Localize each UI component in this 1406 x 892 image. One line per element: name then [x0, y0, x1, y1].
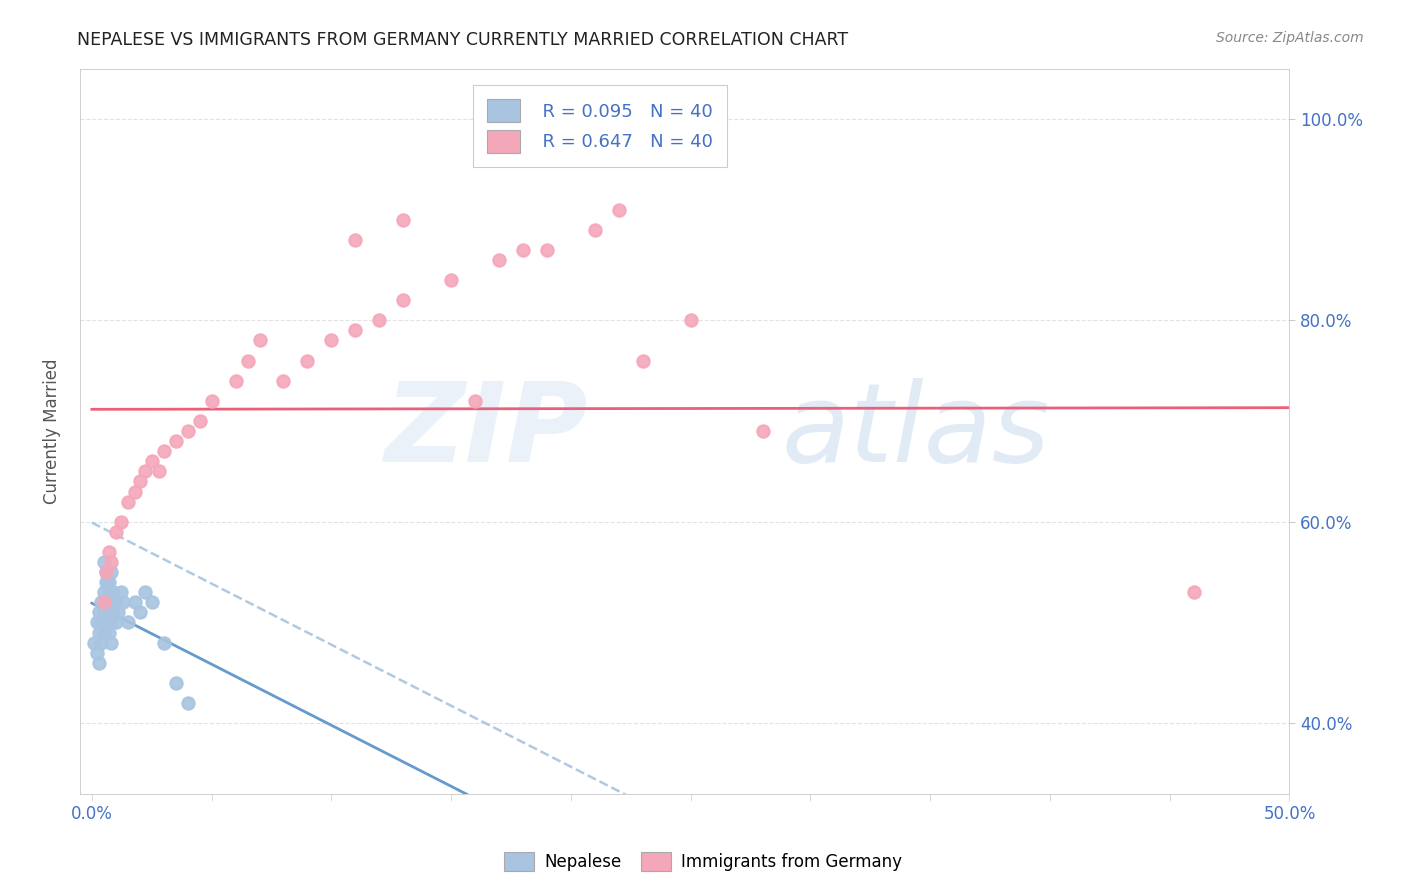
Point: [96, 565, 118, 579]
Point: [631, 353, 654, 368]
Point: [100, 635, 122, 649]
Point: [93, 595, 115, 609]
Point: [96, 575, 118, 590]
Point: [344, 233, 367, 247]
Point: [134, 585, 156, 599]
Y-axis label: Currently Married: Currently Married: [44, 359, 60, 504]
Point: [225, 374, 247, 388]
Point: [87, 625, 110, 640]
Point: [464, 393, 486, 408]
Point: [100, 595, 122, 609]
Point: [392, 293, 415, 308]
Point: [124, 595, 146, 609]
Point: [512, 243, 534, 257]
Point: [97, 585, 120, 599]
Point: [87, 606, 110, 620]
Point: [249, 334, 271, 348]
Point: [607, 202, 630, 217]
Point: [96, 565, 118, 579]
Text: atlas: atlas: [782, 377, 1050, 484]
Point: [110, 515, 132, 529]
Point: [104, 524, 127, 539]
Point: [392, 212, 415, 227]
Point: [117, 615, 139, 630]
Point: [97, 625, 120, 640]
Point: [124, 484, 146, 499]
Point: [152, 444, 174, 458]
Point: [152, 635, 174, 649]
Point: [96, 595, 118, 609]
Point: [368, 313, 391, 327]
Point: [97, 545, 120, 559]
Point: [86, 646, 108, 660]
Legend:   R = 0.095   N = 40,   R = 0.647   N = 40: R = 0.095 N = 40, R = 0.647 N = 40: [472, 85, 727, 168]
Point: [110, 585, 132, 599]
Point: [297, 353, 319, 368]
Point: [679, 313, 702, 327]
Point: [100, 555, 122, 569]
Legend: Nepalese, Immigrants from Germany: Nepalese, Immigrants from Germany: [495, 843, 911, 880]
Point: [751, 424, 773, 438]
Point: [176, 424, 198, 438]
Point: [134, 464, 156, 478]
Point: [90, 635, 112, 649]
Point: [344, 323, 367, 337]
Point: [148, 464, 170, 478]
Point: [128, 606, 150, 620]
Point: [321, 334, 343, 348]
Point: [165, 434, 187, 449]
Point: [87, 656, 110, 670]
Point: [104, 615, 127, 630]
Point: [536, 243, 558, 257]
Point: [1182, 585, 1205, 599]
Point: [103, 606, 125, 620]
Point: [236, 353, 259, 368]
Point: [201, 393, 224, 408]
Point: [100, 615, 122, 630]
Point: [97, 575, 120, 590]
Point: [188, 414, 211, 428]
Point: [273, 374, 295, 388]
Point: [141, 454, 163, 468]
Point: [104, 595, 127, 609]
Point: [97, 606, 120, 620]
Point: [165, 676, 187, 690]
Point: [1254, 827, 1277, 841]
Point: [93, 555, 115, 569]
Point: [111, 595, 134, 609]
Point: [93, 625, 115, 640]
Point: [83, 635, 105, 649]
Point: [93, 585, 115, 599]
Point: [488, 252, 510, 267]
Point: [103, 585, 125, 599]
Text: ZIP: ZIP: [384, 377, 588, 484]
Point: [583, 222, 606, 236]
Point: [86, 615, 108, 630]
Point: [176, 696, 198, 710]
Point: [93, 606, 115, 620]
Point: [107, 606, 129, 620]
Point: [90, 595, 112, 609]
Point: [96, 615, 118, 630]
Point: [100, 565, 122, 579]
Point: [128, 475, 150, 489]
Point: [90, 615, 112, 630]
Point: [440, 273, 463, 287]
Point: [141, 595, 163, 609]
Point: [117, 494, 139, 508]
Text: Source: ZipAtlas.com: Source: ZipAtlas.com: [1216, 31, 1364, 45]
Text: NEPALESE VS IMMIGRANTS FROM GERMANY CURRENTLY MARRIED CORRELATION CHART: NEPALESE VS IMMIGRANTS FROM GERMANY CURR…: [77, 31, 848, 49]
